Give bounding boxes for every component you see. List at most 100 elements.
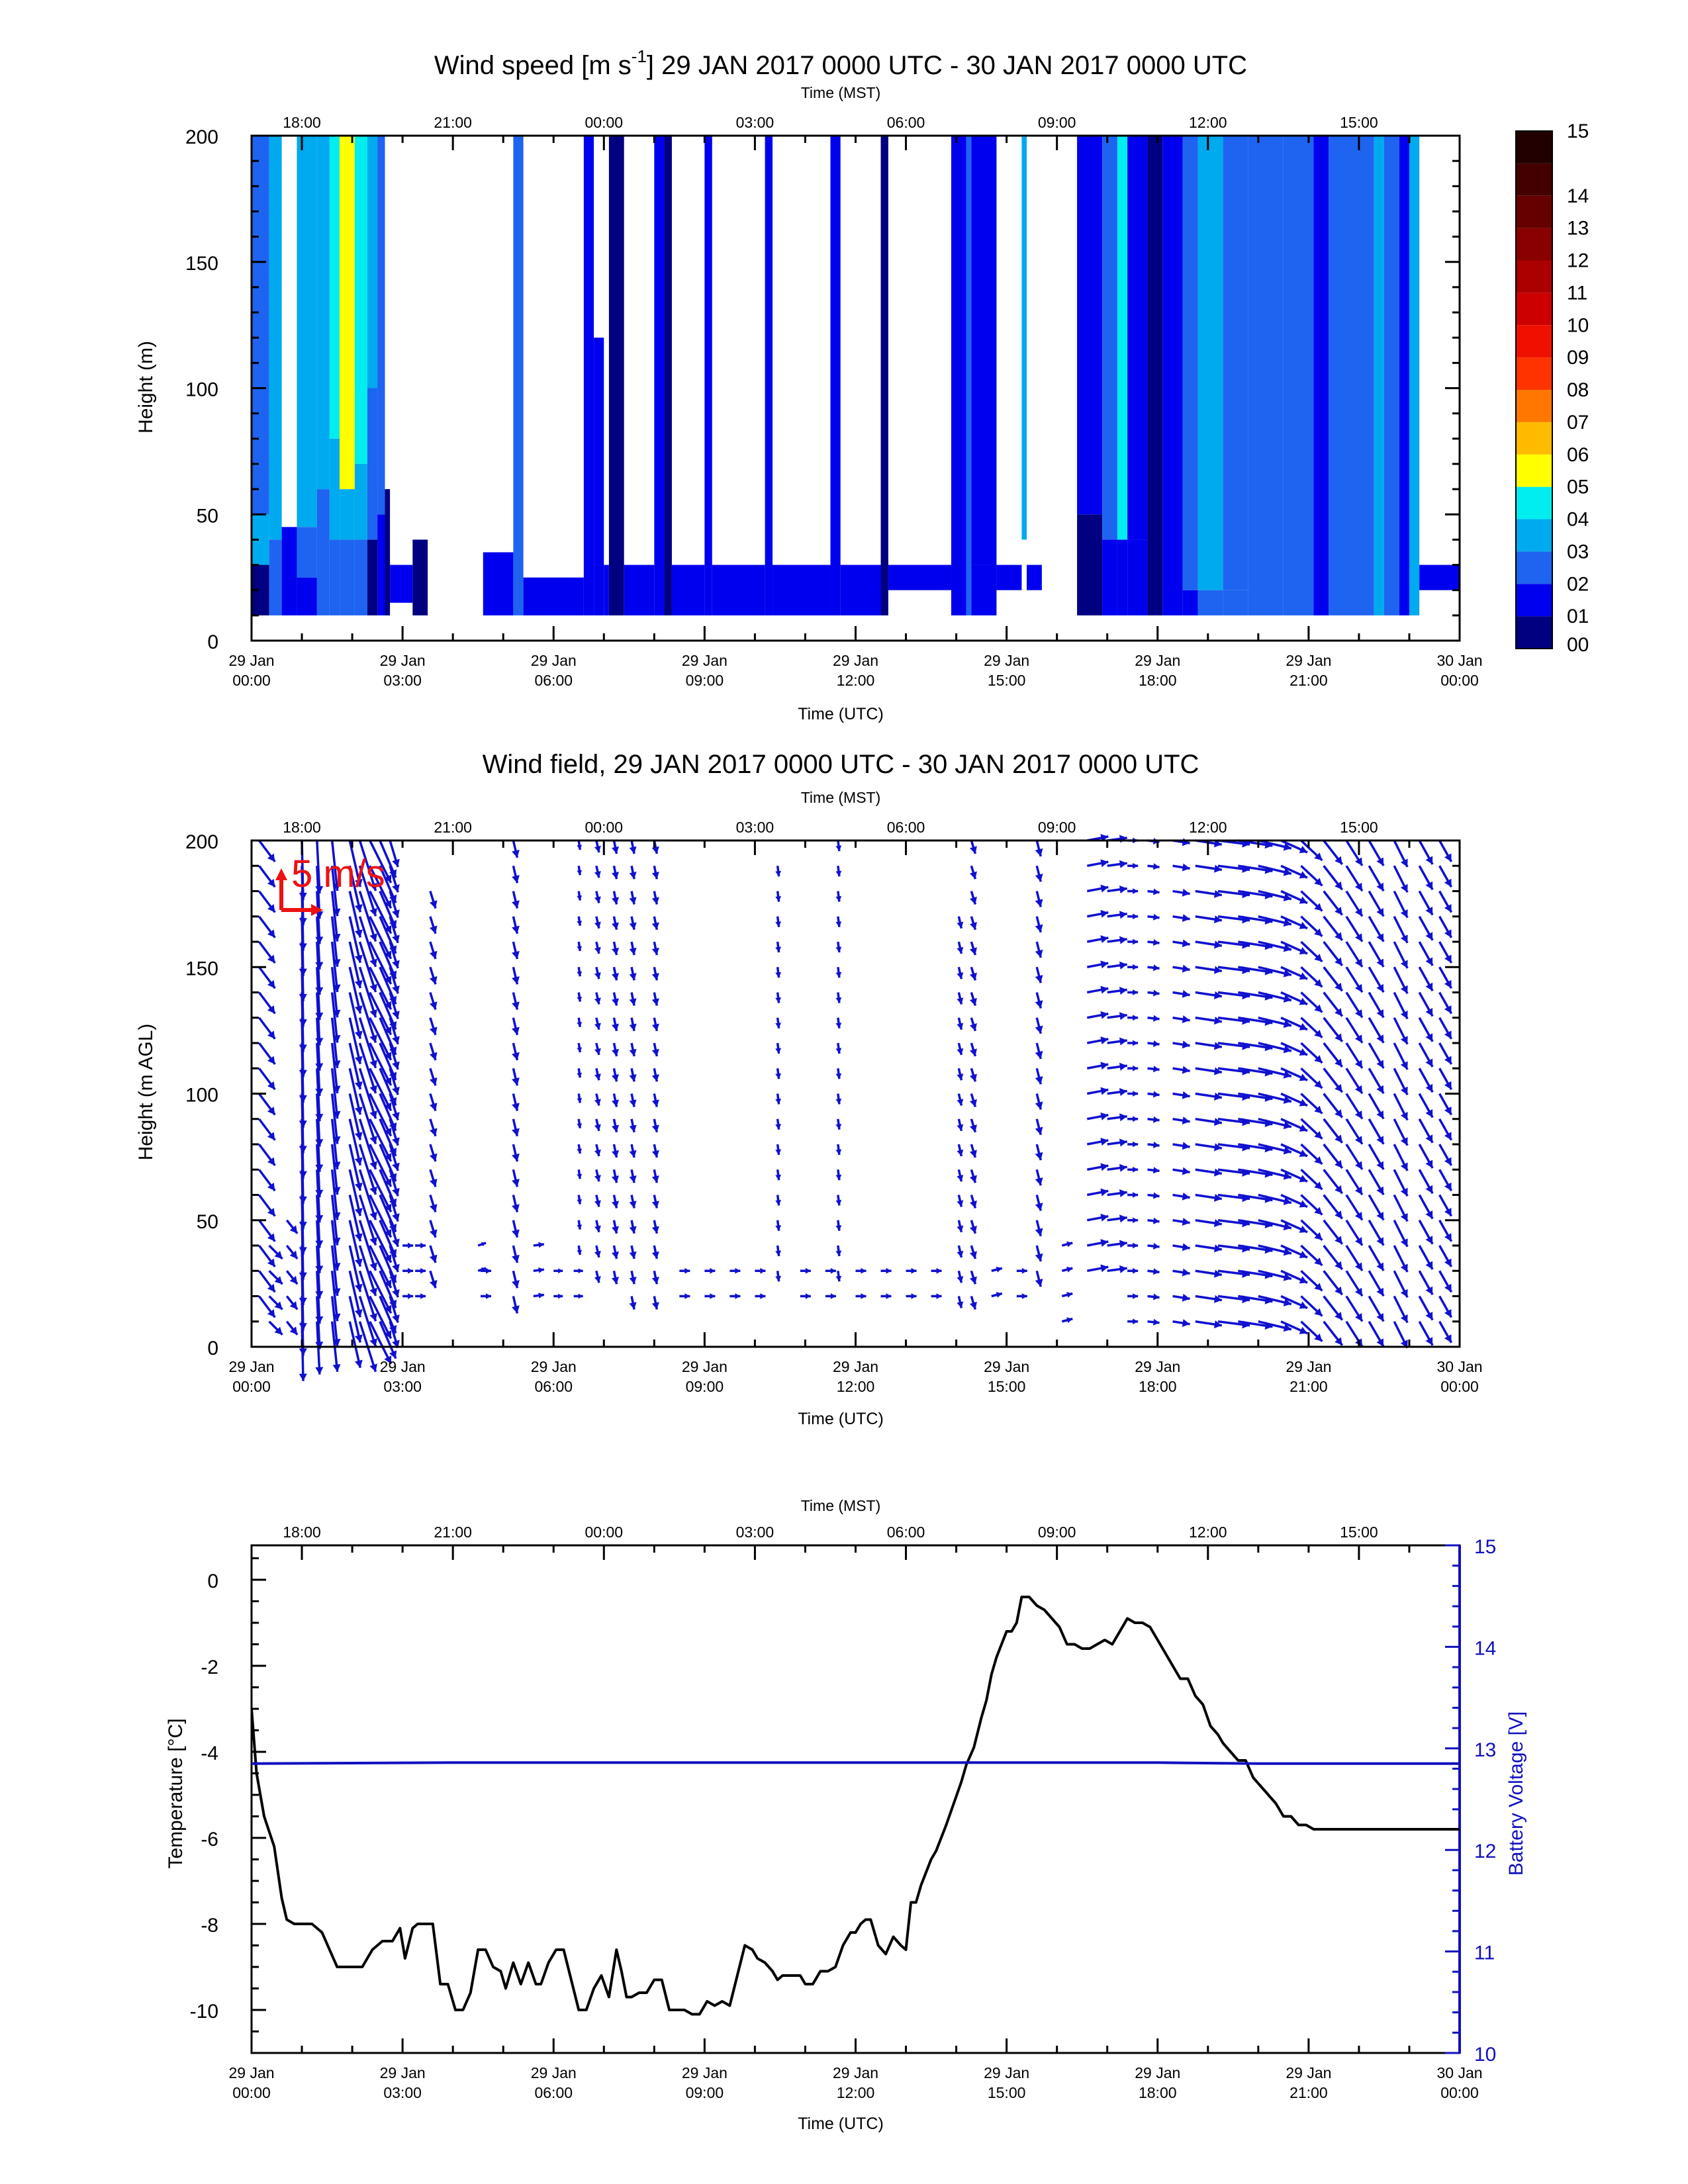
- wind-vector: [348, 1068, 361, 1115]
- wind-vector-head: [1376, 1060, 1384, 1068]
- wind-vector-head: [315, 1291, 324, 1298]
- wind-vector-head: [1119, 860, 1127, 868]
- wind-vector-head: [354, 1309, 363, 1318]
- utc-tick-time: 03:00: [383, 1378, 422, 1395]
- mst-tick-label: 03:00: [736, 1524, 774, 1541]
- wind-vector-head: [1376, 882, 1384, 891]
- wind-vector-head: [1354, 933, 1362, 942]
- mst-tick-label: 12:00: [1189, 819, 1227, 836]
- wind-vector-head: [384, 1355, 392, 1364]
- wind-vector-head: [332, 1364, 341, 1372]
- wind-vector-head: [1283, 1197, 1291, 1205]
- mst-tick-label: 18:00: [283, 819, 321, 836]
- wind-vector-head: [315, 1012, 324, 1021]
- wind-vector-head: [1425, 906, 1433, 915]
- wind-vector-head: [1119, 1214, 1127, 1223]
- wind-vector: [330, 1195, 339, 1246]
- wind-vector-head: [969, 1251, 977, 1259]
- wind-vector-head: [267, 1283, 275, 1293]
- wind-vector-head: [512, 1077, 520, 1086]
- wind-vector-head: [1133, 888, 1139, 894]
- utc-tick-time: 18:00: [1139, 672, 1177, 689]
- wind-vector: [316, 1017, 321, 1071]
- wind-vector-head: [299, 968, 307, 976]
- wind-vector-head: [1152, 1091, 1160, 1098]
- speed-cell: [1077, 136, 1103, 515]
- wind-vector-head: [1133, 1293, 1139, 1299]
- wind-vector-head: [1400, 1314, 1408, 1323]
- wind-vector-head: [629, 1175, 637, 1183]
- wind-vector-head: [315, 1063, 324, 1071]
- mst-tick-label: 18:00: [283, 1524, 321, 1541]
- wind-vector: [348, 891, 361, 938]
- wind-vector-head: [267, 1258, 275, 1267]
- wind-vector-head: [1314, 1029, 1323, 1038]
- wind-vector-head: [299, 1171, 307, 1179]
- speed-cell: [583, 136, 594, 615]
- speed-cell: [971, 565, 997, 615]
- reference-vector-label: 5 m/s: [291, 852, 385, 895]
- speed-cell: [888, 565, 951, 590]
- wind-vector-head: [969, 1023, 977, 1031]
- utc-tick-time: 21:00: [1289, 1378, 1328, 1395]
- wind-vector-head: [1444, 1258, 1452, 1267]
- wind-vector-head: [299, 1373, 307, 1381]
- wind-vector-head: [332, 908, 341, 917]
- utc-tick-date: 29 Jan: [380, 2064, 426, 2081]
- speed-cell: [624, 565, 655, 615]
- wind-vector-head: [289, 1301, 298, 1310]
- wind-vector-head: [1354, 1060, 1362, 1068]
- wind-vector-head: [1283, 969, 1291, 978]
- wind-vector-head: [1283, 1222, 1291, 1231]
- wind-vector-head: [835, 895, 842, 902]
- wind-vector-head: [1066, 1266, 1073, 1273]
- wind-vector-head: [429, 1279, 438, 1289]
- wind-vector-head: [299, 1247, 307, 1255]
- wind-vector-head: [1119, 936, 1127, 944]
- wind-vector-head: [1100, 1036, 1109, 1044]
- speed-cell: [252, 136, 269, 515]
- wind-vector-head: [1400, 1212, 1408, 1222]
- wind-vector-head: [1214, 1143, 1222, 1152]
- wind-vector-head: [369, 1363, 377, 1372]
- wind-vector-head: [267, 1157, 275, 1165]
- wind-vector-head: [1214, 864, 1222, 873]
- wind-vector-head: [1314, 1206, 1323, 1215]
- wind-vector-head: [1425, 1160, 1433, 1168]
- wind-vector-head: [429, 1229, 438, 1238]
- wind-vector: [358, 916, 377, 968]
- wind-vector-head: [384, 1254, 392, 1263]
- wind-vector-head: [1314, 954, 1323, 962]
- wind-vector-head: [835, 1149, 842, 1155]
- wind-vector-head: [594, 972, 601, 979]
- mst-tick-label: 03:00: [736, 114, 774, 131]
- wind-vector-head: [886, 1267, 892, 1274]
- wind-vector-head: [830, 1293, 836, 1299]
- wind-vector-head: [969, 922, 977, 930]
- wind-vector-head: [1133, 1116, 1139, 1122]
- wind-vector-head: [629, 872, 637, 880]
- wind-vector-head: [651, 998, 659, 1006]
- wind-vector-head: [315, 962, 324, 970]
- wind-vector-head: [392, 1289, 400, 1298]
- y2-tick-label: 10: [1474, 2044, 1496, 2066]
- wind-vector-head: [274, 1250, 283, 1259]
- wind-vector: [358, 865, 377, 917]
- wind-vector: [358, 1093, 377, 1145]
- wind-vector-head: [594, 871, 601, 878]
- wind-vector-head: [1133, 1015, 1139, 1021]
- wind-vector-head: [1299, 1301, 1308, 1309]
- utc-tick-date: 29 Jan: [1286, 2064, 1331, 2081]
- wind-vector: [358, 1194, 377, 1246]
- colorbar-swatch: [1516, 325, 1552, 358]
- wind-vector-head: [315, 1038, 324, 1046]
- wind-vector-head: [651, 1302, 659, 1310]
- mst-tick-label: 06:00: [887, 819, 925, 836]
- wind-vector-head: [957, 1225, 964, 1232]
- wind-vector-head: [1376, 1237, 1384, 1246]
- wind-vector: [348, 1296, 361, 1343]
- wind-vector-head: [577, 1199, 583, 1205]
- wind-field-title: Wind field, 29 JAN 2017 0000 UTC - 30 JA…: [483, 750, 1199, 779]
- wind-vector-head: [1354, 1034, 1362, 1043]
- wind-vector-head: [594, 1099, 601, 1106]
